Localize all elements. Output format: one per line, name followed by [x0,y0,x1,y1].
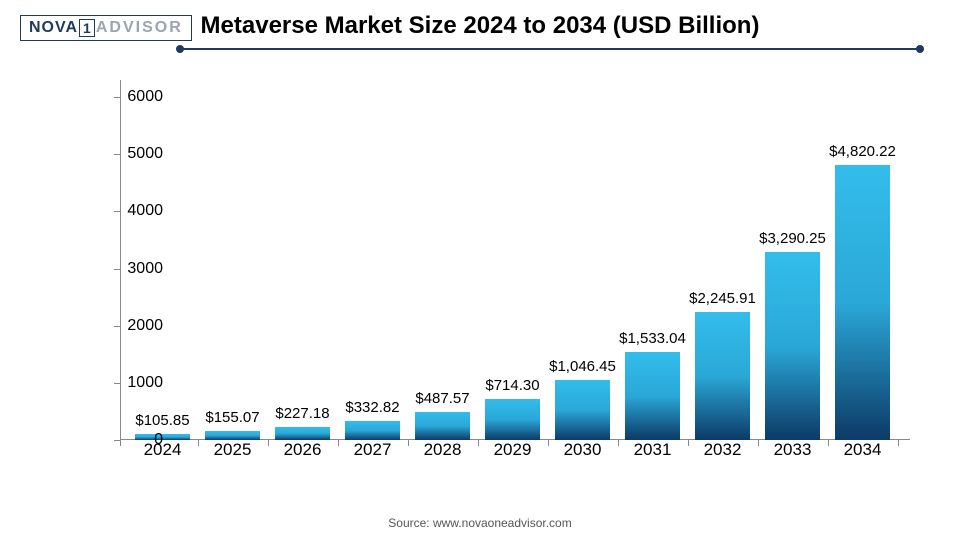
bar [835,165,890,440]
x-axis-label: 2032 [688,440,758,460]
x-axis-label: 2034 [828,440,898,460]
bar-value-label: $1,046.45 [533,358,633,375]
y-axis-label: 3000 [103,260,163,278]
x-axis-label: 2029 [478,440,548,460]
bar-value-label: $4,820.22 [813,143,913,160]
x-tick [898,440,899,446]
bar-value-label: $3,290.25 [743,230,843,247]
bar [625,352,680,440]
x-axis-label: 2027 [338,440,408,460]
x-axis-label: 2031 [618,440,688,460]
y-axis-label: 2000 [103,317,163,335]
x-axis-label: 2024 [128,440,198,460]
y-axis-label: 1000 [103,374,163,392]
x-axis-label: 2028 [408,440,478,460]
x-axis-label: 2030 [548,440,618,460]
bar [415,412,470,440]
bar-value-label: $2,245.91 [673,290,773,307]
bar-chart: 01000200030004000500060002024$105.852025… [70,70,910,480]
x-axis-label: 2025 [198,440,268,460]
bar-value-label: $1,533.04 [603,330,703,347]
y-axis-label: 6000 [103,88,163,106]
bar [205,431,260,440]
y-axis-label: 4000 [103,202,163,220]
x-axis-label: 2033 [758,440,828,460]
source-text: Source: www.novaoneadvisor.com [0,516,960,530]
x-axis-label: 2026 [268,440,338,460]
bar [765,252,820,440]
bar [345,421,400,440]
title-underline [180,48,920,50]
chart-title: Metaverse Market Size 2024 to 2034 (USD … [0,12,960,40]
y-axis-label: 5000 [103,145,163,163]
chart-page: NOVA 1 ADVISOR Metaverse Market Size 202… [0,0,960,540]
bar [275,427,330,440]
bar [485,399,540,440]
bar [695,312,750,440]
bar [555,380,610,440]
bar-value-label: $714.30 [463,377,563,394]
